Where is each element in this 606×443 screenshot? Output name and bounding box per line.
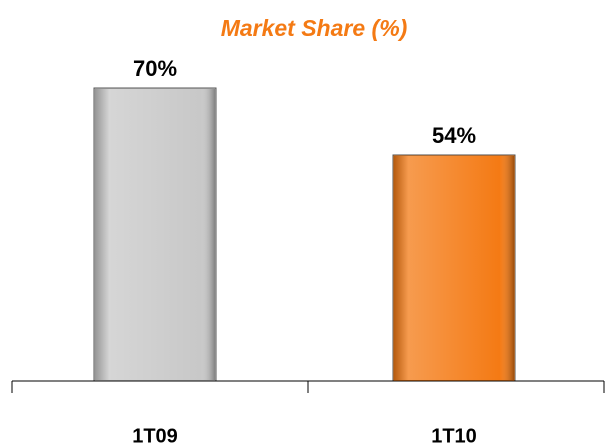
value-label: 70%: [133, 56, 177, 81]
chart-title: Market Share (%): [221, 15, 408, 41]
bar-bevel: [95, 89, 215, 380]
x-tick-label: 1T09: [132, 425, 178, 443]
bar-bevel: [394, 155, 514, 380]
value-label: 54%: [432, 123, 476, 148]
x-tick-label: 1T10: [431, 425, 477, 443]
